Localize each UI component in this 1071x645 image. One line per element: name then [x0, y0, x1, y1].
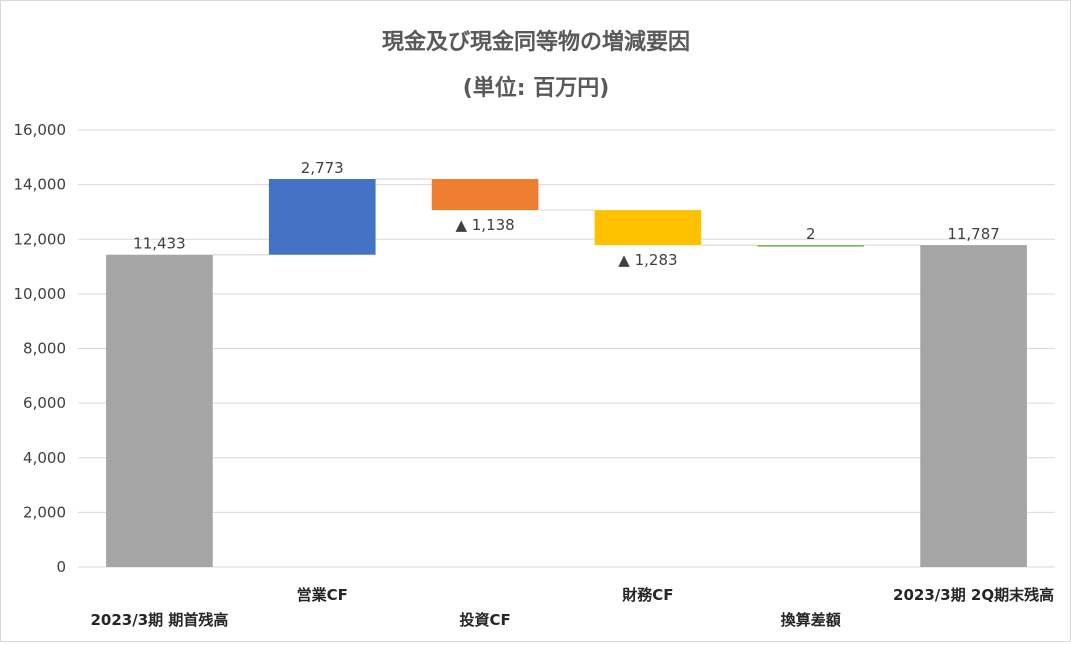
y-tick-label: 12,000: [14, 230, 67, 248]
data-label: 11,787: [947, 225, 1000, 243]
category-labels: 2023/3期 期首残高 営業CF 投資CF 財務CF 換算差額 2023/3期 2Q期末…: [90, 586, 1054, 629]
category-label: 投資CF: [459, 611, 510, 629]
chart-title: 現金及び現金同等物の増減要因: [382, 29, 690, 55]
y-tick-label: 6,000: [23, 394, 66, 412]
bar: [594, 210, 702, 246]
y-tick-label: 0: [56, 558, 66, 576]
data-label: 2: [806, 225, 816, 243]
bar: [268, 178, 376, 255]
y-tick-label: 14,000: [14, 176, 67, 194]
gridlines: [78, 129, 1055, 568]
category-label: 財務CF: [621, 586, 673, 604]
y-axis-ticks: 0 2,000 4,000 6,000 8,000 10,000 12,000 14,000 1…: [14, 121, 67, 576]
data-label: ▲ 1,283: [618, 251, 677, 269]
bar: [757, 245, 865, 247]
data-label: 2,773: [301, 159, 344, 177]
y-tick-label: 16,000: [14, 121, 67, 139]
bar: [920, 245, 1027, 567]
category-label: 営業CF: [297, 586, 348, 604]
category-label: 2023/3期 2Q期末残高: [893, 586, 1054, 604]
data-labels: 11,433 2,773 ▲ 1,138 ▲ 1,283 2 11,787: [133, 159, 1000, 269]
bars: [106, 178, 1027, 567]
bar: [431, 178, 539, 211]
category-label: 2023/3期 期首残高: [90, 611, 228, 629]
y-tick-label: 8,000: [23, 340, 66, 358]
y-tick-label: 10,000: [14, 285, 67, 303]
y-tick-label: 2,000: [23, 503, 66, 521]
chart-subtitle: (単位: 百万円): [463, 75, 610, 101]
data-label: 11,433: [133, 235, 186, 253]
bar: [106, 254, 213, 567]
connectors: [212, 178, 921, 256]
category-label: 換算差額: [781, 611, 841, 629]
y-tick-label: 4,000: [23, 449, 66, 467]
data-label: ▲ 1,138: [455, 216, 514, 234]
